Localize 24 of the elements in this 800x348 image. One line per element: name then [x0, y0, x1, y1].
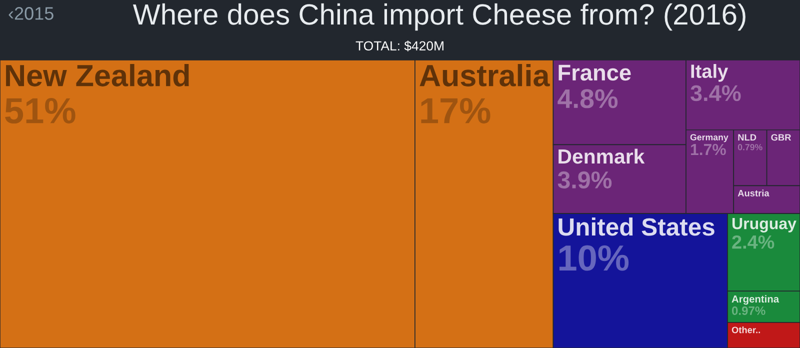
- text: Where does China import Cheese from? (2016): [132, 3, 746, 31]
- data-label: 10%: [560, 245, 629, 271]
- category-label: France: [558, 64, 631, 81]
- data-label: 1.7%: [691, 144, 726, 156]
- category-label: United States: [558, 218, 714, 236]
- category-label: GBR: [771, 134, 792, 141]
- data-label: 0.79%: [738, 144, 762, 150]
- text: TOTAL: $420M: [356, 40, 444, 52]
- category-label: NLD: [738, 134, 756, 141]
- data-label: 4.8%: [558, 89, 618, 108]
- data-label: 3.9%: [558, 171, 612, 189]
- text: ‹2015: [8, 7, 54, 20]
- category-label: Other..: [732, 326, 760, 334]
- data-label: 0.97%: [732, 306, 766, 315]
- category-label: Uruguay: [732, 218, 796, 232]
- category-label: New Zealand: [6, 64, 189, 86]
- category-label: Italy: [691, 64, 728, 82]
- category-label: Argentina: [732, 295, 780, 305]
- category-label: Germany: [690, 134, 728, 142]
- data-label: 3.4%: [690, 85, 741, 102]
- category-label: Austria: [738, 190, 770, 196]
- category-label: Denmark: [558, 148, 645, 164]
- category-label: Australia: [420, 64, 550, 86]
- data-label: 2.4%: [732, 235, 774, 249]
